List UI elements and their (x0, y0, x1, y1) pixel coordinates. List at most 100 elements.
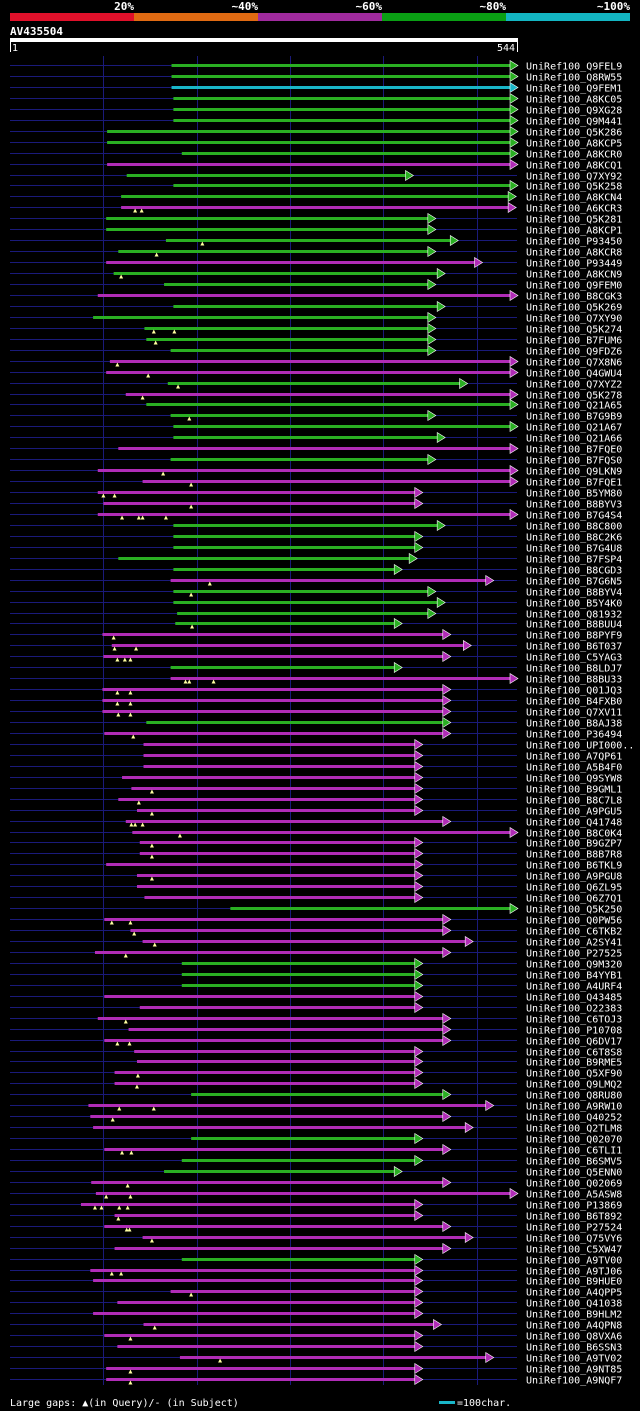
alignment-row: UniRef100_A8KCN9 (10, 267, 622, 281)
alignment-arrow (509, 388, 519, 401)
alignment-label: UniRef100_P27525 (526, 949, 622, 960)
alignment-row: UniRef100_Q02069 (10, 1176, 622, 1190)
alignment-arrow (414, 804, 424, 817)
alignment-label: UniRef100_Q7XYZ2 (526, 380, 622, 391)
query-gap-marker (112, 646, 117, 651)
alignment-bar (167, 382, 461, 385)
alignment-row: UniRef100_P13869 (10, 1198, 622, 1212)
query-gap-marker (132, 931, 137, 936)
scale-legend: =100char. (457, 1398, 511, 1409)
alignment-bar (90, 1269, 416, 1272)
query-gap-marker (111, 635, 116, 640)
alignment-row: UniRef100_Q01JQ3 (10, 683, 622, 697)
alignment-row: UniRef100_Q7XY90 (10, 311, 622, 325)
alignment-arrow (509, 508, 519, 521)
alignment-row: UniRef100_B8PYF9 (10, 628, 622, 642)
query-gap-marker (140, 395, 145, 400)
alignment-arrow (509, 136, 519, 149)
alignment-label: UniRef100_Q41038 (526, 1299, 622, 1310)
alignment-bar (173, 546, 416, 549)
alignment-arrow (509, 92, 519, 105)
query-gap-marker (163, 515, 168, 520)
alignment-label: UniRef100_B6T037 (526, 642, 622, 653)
query-gap-marker (189, 482, 194, 487)
alignment-row: UniRef100_B8C0K4 (10, 826, 622, 840)
query-gap-marker (99, 1205, 104, 1210)
alignment-arrow (509, 179, 519, 192)
alignment-arrow (442, 705, 452, 718)
alignment-bar (170, 458, 429, 461)
alignment-arrow (442, 694, 452, 707)
query-gap-marker (112, 493, 117, 498)
alignment-bar (143, 1323, 435, 1326)
query-gap-marker (189, 592, 194, 597)
alignment-arrow (442, 1034, 452, 1047)
alignment-bar (139, 852, 416, 855)
query-gap-marker (128, 657, 133, 662)
alignment-row: UniRef100_B7FQE0 (10, 442, 622, 456)
alignment-bar (191, 1093, 444, 1096)
query-gap-marker (128, 1380, 133, 1385)
query-gap-marker (190, 624, 195, 629)
alignment-row: UniRef100_B5Y4K0 (10, 596, 622, 610)
alignment-row: UniRef100_A8KCQ1 (10, 158, 622, 172)
alignment-arrow (427, 212, 437, 225)
alignment-arrow (436, 596, 446, 609)
alignment-row: UniRef100_B8LDJ7 (10, 661, 622, 675)
alignment-label: UniRef100_B7FSP4 (526, 555, 622, 566)
alignment-bar (139, 841, 416, 844)
alignment-arrow (414, 793, 424, 806)
alignment-arrow (408, 552, 418, 565)
query-gap-marker (119, 274, 124, 279)
alignment-row: UniRef100_A9RW10 (10, 1099, 622, 1113)
alignment-bar (91, 1181, 444, 1184)
band-label-40: ~40% (232, 0, 259, 13)
alignment-arrow (474, 256, 484, 269)
alignment-arrow (509, 114, 519, 127)
alignment-label: UniRef100_Q21A65 (526, 401, 622, 412)
alignment-arrow (459, 377, 469, 390)
alignment-row: UniRef100_O22383 (10, 1001, 622, 1015)
alignment-bar (114, 1082, 416, 1085)
alignment-arrow (414, 760, 424, 773)
alignment-row: UniRef100_Q7XY92 (10, 169, 622, 183)
alignment-row: UniRef100_Q9M441 (10, 114, 622, 128)
alignment-row: UniRef100_P27525 (10, 946, 622, 960)
query-gap-marker (153, 340, 158, 345)
alignment-bar (102, 688, 444, 691)
alignment-label: UniRef100_Q7XY90 (526, 314, 622, 325)
alignment-arrow (414, 1274, 424, 1287)
alignment-label: UniRef100_Q02070 (526, 1135, 622, 1146)
alignment-label: UniRef100_A5ASW8 (526, 1190, 622, 1201)
alignment-row: UniRef100_Q5ENN0 (10, 1165, 622, 1179)
query-gap-marker (115, 657, 120, 662)
query-gap-marker (146, 373, 151, 378)
band-label-60: ~60% (356, 0, 383, 13)
alignment-label: UniRef100_C6TOJ3 (526, 1015, 622, 1026)
alignment-row: UniRef100_A9TV00 (10, 1253, 622, 1267)
alignment-label: UniRef100_O22383 (526, 1004, 622, 1015)
alignment-row: UniRef100_B8BU33 (10, 672, 622, 686)
query-gap-marker (110, 1117, 115, 1122)
alignment-row: UniRef100_B4FXB0 (10, 694, 622, 708)
query-gap-marker (128, 920, 133, 925)
band-80-100 (382, 13, 506, 21)
alignment-row: UniRef100_A5B4F0 (10, 760, 622, 774)
alignment-bar (146, 721, 444, 724)
alignment-bar (117, 1345, 416, 1348)
alignment-bar (106, 261, 476, 264)
alignment-row: UniRef100_Q6DV17 (10, 1034, 622, 1048)
alignment-arrow (436, 300, 446, 313)
alignment-label: UniRef100_Q6Z7Q1 (526, 894, 622, 905)
alignment-label: UniRef100_Q9XG28 (526, 106, 622, 117)
alignment-arrow (414, 858, 424, 871)
alignment-row: UniRef100_Q6Z7Q1 (10, 891, 622, 905)
alignment-arrow (414, 1066, 424, 1079)
alignment-row: UniRef100_B7G4S4 (10, 508, 622, 522)
query-gap-marker (128, 712, 133, 717)
alignment-label: UniRef100_Q9SYW8 (526, 774, 622, 785)
alignment-arrow (427, 223, 437, 236)
alignment-label: UniRef100_C6TKB2 (526, 927, 622, 938)
alignment-bar (130, 929, 444, 932)
